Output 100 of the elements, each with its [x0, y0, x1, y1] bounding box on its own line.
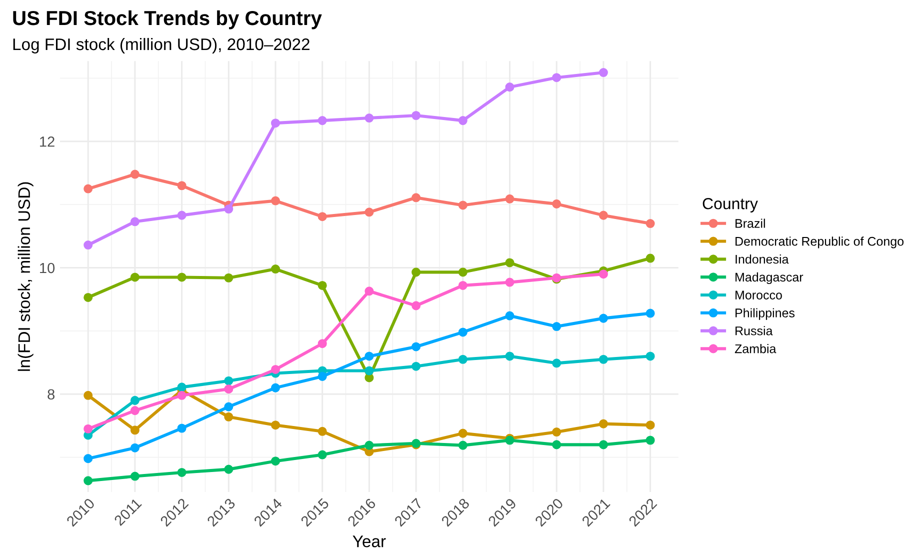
point — [130, 443, 140, 452]
x-axis-title: Year — [352, 536, 386, 548]
point — [270, 118, 280, 128]
point — [505, 311, 514, 320]
point — [458, 280, 468, 290]
point — [318, 116, 327, 126]
point — [598, 210, 608, 220]
point — [84, 240, 93, 250]
point — [458, 116, 468, 126]
point — [505, 82, 514, 92]
legend-label: Indonesia — [736, 254, 789, 264]
point — [130, 426, 140, 435]
point — [505, 278, 514, 287]
point — [552, 73, 562, 82]
point — [364, 208, 374, 217]
point — [270, 196, 280, 206]
point — [177, 210, 186, 220]
point — [646, 219, 655, 228]
point — [458, 440, 468, 450]
point — [84, 184, 93, 194]
point — [130, 472, 140, 481]
point — [598, 314, 608, 323]
point — [646, 254, 655, 263]
point — [84, 292, 93, 302]
legend-label: Morocco — [736, 290, 782, 300]
y-axis-title: ln(FDI stock, million USD) — [18, 182, 34, 371]
point — [364, 286, 374, 296]
point — [364, 440, 374, 450]
y-tick-label: 10 — [40, 262, 55, 274]
point — [412, 342, 421, 352]
point — [224, 464, 234, 474]
point — [364, 352, 374, 361]
point — [177, 390, 186, 400]
point — [318, 280, 327, 290]
point — [458, 268, 468, 277]
legend-label: Philippines — [736, 308, 795, 320]
point — [177, 382, 186, 392]
point — [458, 328, 468, 337]
point — [270, 456, 280, 466]
point — [505, 258, 514, 268]
point — [598, 68, 608, 78]
legend-label: Brazil — [736, 218, 765, 228]
point — [412, 193, 421, 202]
point — [646, 420, 655, 430]
point — [646, 352, 655, 361]
point — [458, 428, 468, 438]
point — [364, 366, 374, 376]
point — [552, 440, 562, 450]
point — [646, 308, 655, 318]
point — [130, 217, 140, 226]
point — [646, 436, 655, 445]
point — [177, 181, 186, 190]
point — [412, 301, 421, 310]
point — [177, 424, 186, 433]
point — [270, 383, 280, 392]
point — [130, 170, 140, 179]
point — [552, 428, 562, 437]
point — [412, 362, 421, 371]
legend-label: Russia — [736, 326, 773, 336]
point — [177, 468, 186, 477]
legend-label: Madagascar — [736, 272, 804, 284]
point — [84, 476, 93, 486]
point — [318, 372, 327, 381]
point — [318, 450, 327, 460]
point — [224, 384, 234, 394]
point — [412, 268, 421, 277]
point — [224, 412, 234, 422]
point — [130, 272, 140, 282]
legend-label: Zambia — [734, 344, 776, 354]
point — [598, 440, 608, 450]
point — [130, 396, 140, 405]
point — [598, 270, 608, 279]
chart-subtitle: Log FDI stock (million USD), 2010–2022 — [13, 38, 310, 54]
point — [270, 264, 280, 274]
point — [318, 339, 327, 348]
point — [505, 352, 514, 361]
point — [412, 110, 421, 120]
point — [270, 364, 280, 374]
point — [224, 402, 234, 412]
point — [552, 322, 562, 332]
point — [270, 420, 280, 430]
point — [177, 272, 186, 282]
point — [505, 194, 514, 204]
point — [318, 212, 327, 222]
point — [84, 390, 93, 400]
point — [224, 273, 234, 282]
legend-title: Country — [702, 198, 758, 212]
point — [224, 204, 234, 214]
point — [552, 358, 562, 368]
point — [318, 426, 327, 436]
point — [552, 199, 562, 208]
point — [598, 419, 608, 428]
point — [84, 424, 93, 434]
legend-label: Democratic Republic of Congo — [736, 236, 904, 248]
point — [84, 454, 93, 464]
chart-title: US FDI Stock Trends by Country — [13, 10, 322, 30]
point — [224, 376, 234, 386]
point — [458, 354, 468, 364]
y-tick-label: 12 — [40, 136, 54, 147]
point — [130, 406, 140, 416]
